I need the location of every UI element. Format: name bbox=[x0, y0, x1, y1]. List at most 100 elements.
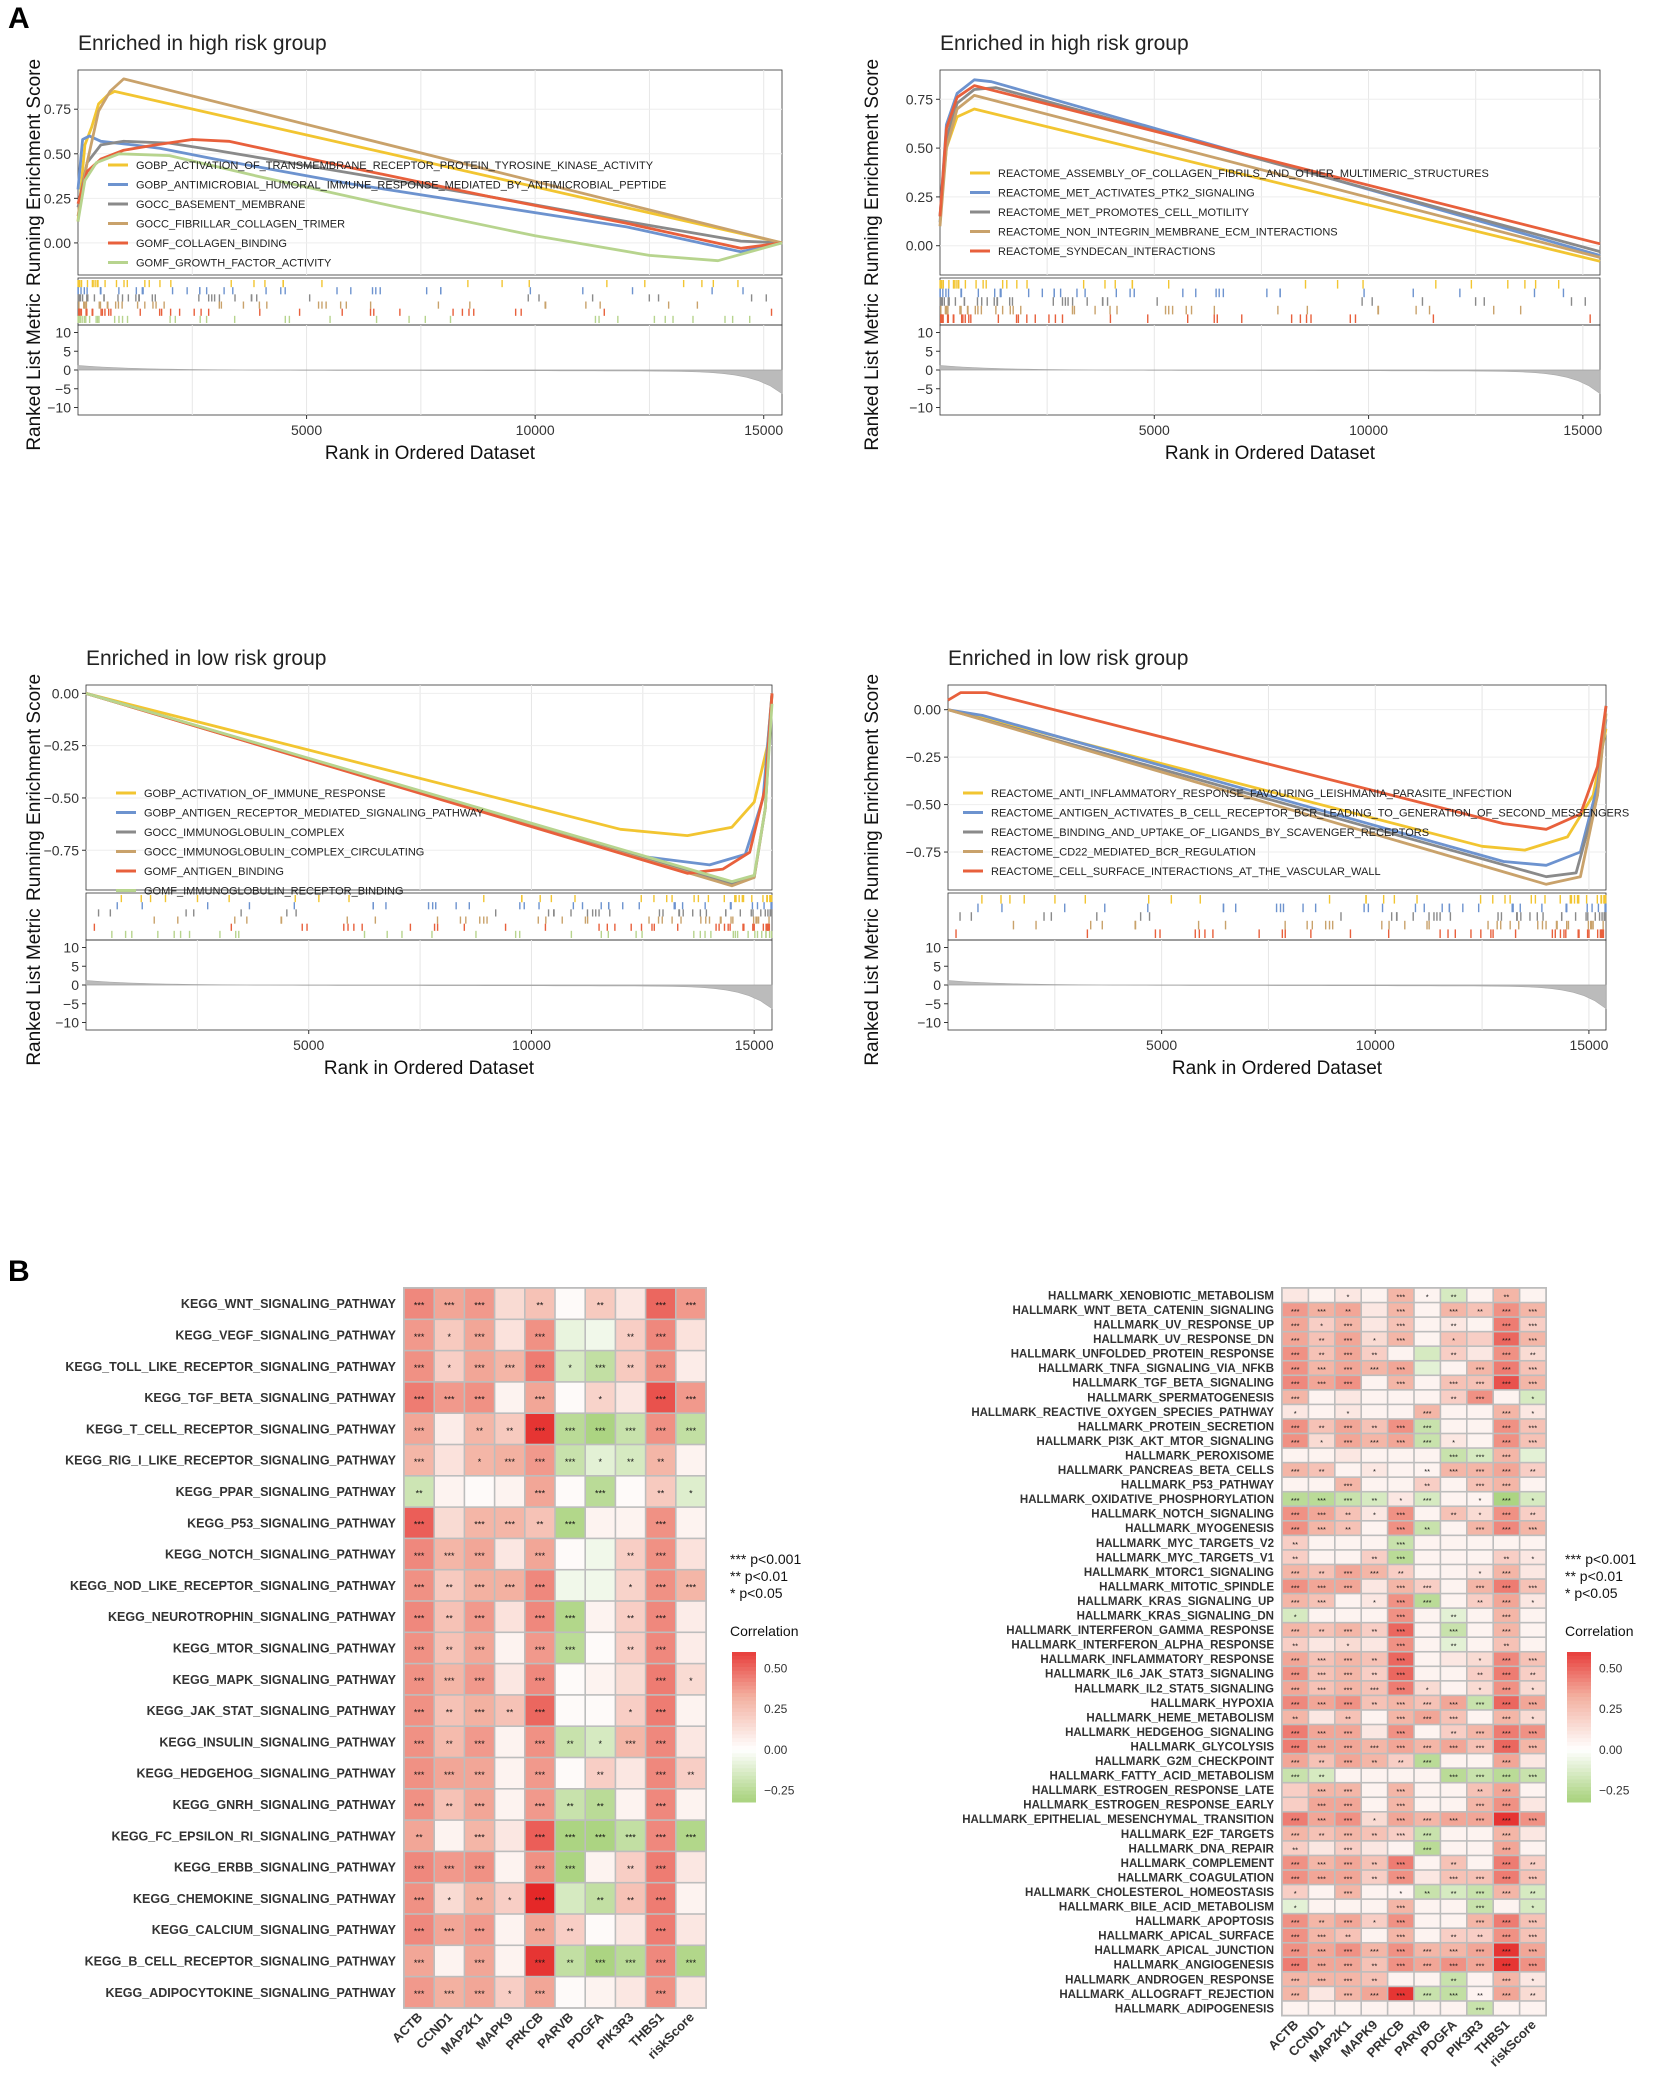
heatmap-cell bbox=[525, 1633, 555, 1663]
heatmap-cell bbox=[495, 1570, 524, 1601]
colorbar-step bbox=[1567, 1708, 1591, 1713]
legend-label: GOBP_ACTIVATION_OF_TRANSMEMBRANE_RECEPTO… bbox=[136, 160, 654, 172]
heatmap-cell bbox=[1335, 1739, 1361, 1753]
heatmap-cell bbox=[1520, 1652, 1546, 1666]
significance-stars: ** bbox=[1371, 1671, 1377, 1680]
heatmap-cell bbox=[1388, 1710, 1414, 1724]
heatmap-cell bbox=[1494, 1419, 1519, 1433]
heatmap-cell bbox=[404, 1633, 434, 1663]
heatmap-cell bbox=[465, 1445, 494, 1475]
significance-stars: * bbox=[1320, 1438, 1323, 1447]
heatmap-cell bbox=[465, 1570, 494, 1601]
significance-stars: ** bbox=[657, 1488, 665, 1498]
enrichment-line bbox=[947, 691, 1608, 831]
significance-stars: *** bbox=[474, 1363, 485, 1373]
heatmap-cell bbox=[1335, 1492, 1361, 1506]
significance-stars: *** bbox=[1528, 1438, 1537, 1447]
heatmap-cell bbox=[1388, 1405, 1414, 1419]
significance-stars: *** bbox=[1317, 1860, 1326, 1869]
significance-stars: *** bbox=[1449, 1307, 1458, 1316]
heatmap-cell bbox=[646, 1320, 675, 1350]
row-label: HALLMARK_MTORC1_SIGNALING bbox=[1084, 1567, 1274, 1579]
significance-stars: *** bbox=[1528, 1307, 1537, 1316]
significance-stars: * bbox=[1531, 1714, 1534, 1723]
heatmap-cell bbox=[465, 1914, 494, 1945]
significance-stars: *** bbox=[1502, 1874, 1511, 1883]
significance-stars: ** bbox=[446, 1582, 454, 1592]
significance-stars: *** bbox=[504, 1582, 515, 1592]
heatmap-cell bbox=[1494, 1579, 1519, 1593]
significance-stars: *** bbox=[535, 1676, 546, 1686]
significance-stars: * bbox=[1479, 1685, 1482, 1694]
heatmap-cell bbox=[1362, 1768, 1387, 1782]
heatmap-cell bbox=[1520, 1870, 1546, 1884]
heatmap-cell bbox=[1520, 1725, 1546, 1739]
heatmap-cell bbox=[1309, 1448, 1334, 1462]
colorbar-step bbox=[1567, 1685, 1591, 1690]
significance-stars: *** bbox=[1344, 1802, 1353, 1811]
significance-stars: *** bbox=[474, 1770, 485, 1780]
significance-stars: *** bbox=[1423, 1700, 1432, 1709]
significance-stars: ** bbox=[1319, 1773, 1325, 1782]
significance-stars: ** bbox=[1477, 1307, 1483, 1316]
metric-tick-label: 0 bbox=[933, 977, 941, 993]
significance-stars: *** bbox=[1396, 1423, 1405, 1432]
metric-tick-label: 10 bbox=[925, 940, 941, 956]
heatmap-cell bbox=[1520, 1914, 1546, 1928]
heatmap-cell bbox=[1388, 1798, 1414, 1811]
heatmap-cell bbox=[1467, 1739, 1493, 1753]
significance-stars: *** bbox=[1317, 1365, 1326, 1374]
heatmap-cell bbox=[1282, 1536, 1308, 1550]
heatmap-cell bbox=[676, 1539, 706, 1569]
heatmap-cell bbox=[1494, 1812, 1519, 1826]
significance-stars: *** bbox=[1476, 1743, 1485, 1752]
heatmap-cell bbox=[1414, 1958, 1440, 1972]
significance-stars: ** bbox=[1530, 1467, 1536, 1476]
heatmap-cell bbox=[1494, 1798, 1519, 1811]
significance-stars: *** bbox=[1396, 1671, 1405, 1680]
heatmap-cell bbox=[586, 1977, 615, 2008]
significance-stars: *** bbox=[535, 1833, 546, 1843]
y-tick-label: −0.25 bbox=[906, 749, 942, 765]
row-label: HALLMARK_NOTCH_SIGNALING bbox=[1091, 1509, 1274, 1521]
heatmap-cell bbox=[586, 1445, 615, 1475]
significance-stars: *** bbox=[1502, 1933, 1511, 1942]
significance-stars: * bbox=[448, 1332, 452, 1342]
heatmap-cell bbox=[586, 1414, 615, 1444]
significance-stars: *** bbox=[535, 1614, 546, 1624]
heatmap-cell bbox=[1335, 1317, 1361, 1331]
x-tick-label: 10000 bbox=[1349, 422, 1388, 438]
heatmap-cell bbox=[1388, 1434, 1414, 1448]
significance-stars: ** bbox=[1371, 1874, 1377, 1883]
y-tick-label: 0.75 bbox=[44, 101, 71, 117]
heatmap-cell bbox=[495, 1727, 524, 1757]
significance-stars: ** bbox=[627, 1551, 635, 1561]
significance-stars: *** bbox=[655, 1770, 666, 1780]
significance-stars: *** bbox=[1502, 1802, 1511, 1811]
significance-stars: *** bbox=[1344, 1496, 1353, 1505]
heatmap-cell bbox=[1441, 1405, 1466, 1419]
y-tick-label: −0.25 bbox=[44, 738, 80, 754]
row-label: HALLMARK_FATTY_ACID_METABOLISM bbox=[1050, 1771, 1274, 1783]
row-label: HALLMARK_ANDROGEN_RESPONSE bbox=[1065, 1974, 1274, 1986]
significance-stars: *** bbox=[474, 1739, 485, 1749]
heatmap-cell bbox=[1362, 1725, 1387, 1739]
significance-stars: *** bbox=[1317, 1976, 1326, 1985]
heatmap-cell bbox=[465, 1539, 494, 1569]
significance-stars: *** bbox=[1502, 1569, 1511, 1578]
heatmap-cell bbox=[1414, 1317, 1440, 1331]
significance-stars: * bbox=[1373, 1816, 1376, 1825]
legend-label: GOMF_COLLAGEN_BINDING bbox=[136, 238, 287, 250]
heatmap-cell bbox=[1335, 1434, 1361, 1448]
significance-stars: *** bbox=[686, 1582, 697, 1592]
heatmap-cell bbox=[1362, 1317, 1387, 1331]
x-tick-label: 5000 bbox=[1146, 1037, 1177, 1053]
heatmap-cell bbox=[1414, 1943, 1440, 1957]
significance-stars: *** bbox=[1396, 1336, 1405, 1345]
heatmap-cell bbox=[1388, 1317, 1414, 1331]
heatmap-cell bbox=[586, 1633, 615, 1663]
heatmap-cell bbox=[1441, 1972, 1466, 1986]
heatmap-cell bbox=[1335, 1390, 1361, 1404]
significance-stars: *** bbox=[565, 1645, 576, 1655]
significance-stars: *** bbox=[1476, 1452, 1485, 1461]
